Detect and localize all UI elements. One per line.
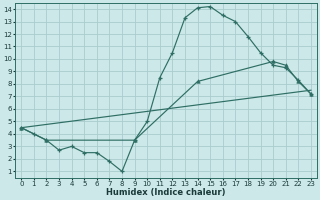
- X-axis label: Humidex (Indice chaleur): Humidex (Indice chaleur): [106, 188, 226, 197]
